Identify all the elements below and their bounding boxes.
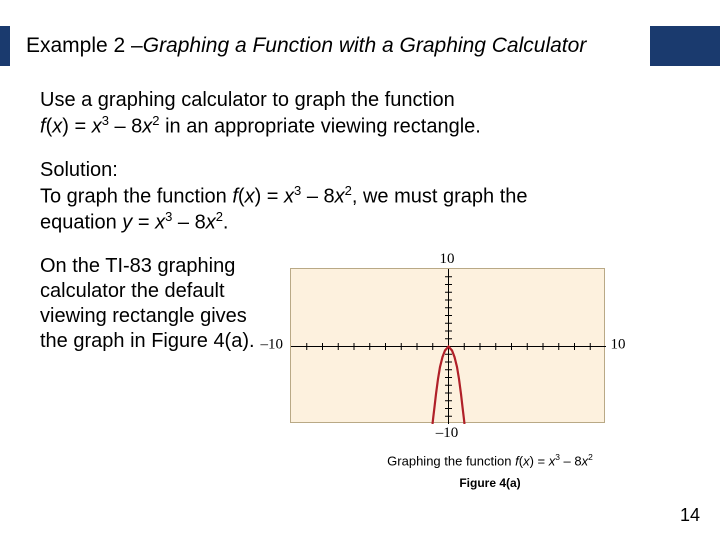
content-area: Use a graphing calculator to graph the f… — [40, 88, 680, 423]
cap-a: Graphing the function — [387, 453, 515, 468]
p2-open: ( — [238, 185, 245, 207]
axis-label-bottom: –10 — [436, 425, 459, 442]
p1-x: x — [52, 116, 62, 138]
paragraph-2: Solution: To graph the function f(x) = x… — [40, 158, 680, 236]
p2-close: ) = — [255, 185, 284, 207]
paragraph-3: On the TI-83 graphing calculator the def… — [40, 254, 270, 354]
p3-eq: = — [132, 212, 155, 234]
graph-box: 10 –10 –10 10 — [290, 268, 605, 423]
cap-close: ) = — [530, 453, 549, 468]
p1-mid: – 8 — [109, 116, 142, 138]
p2-x: x — [245, 185, 255, 207]
solution-label: Solution: — [40, 159, 118, 181]
axis-label-right: 10 — [611, 337, 626, 354]
p3-mid: – 8 — [172, 212, 205, 234]
page-number: 14 — [680, 505, 700, 526]
cap-mid: – 8 — [560, 453, 582, 468]
p1-e2: 2 — [152, 113, 159, 128]
p3-tail: . — [223, 212, 229, 234]
cap-e2: 2 — [588, 452, 593, 462]
axis-label-top: 10 — [440, 251, 455, 268]
p3-x1: x — [155, 212, 165, 234]
title-italic: Graphing a Function with a Graphing Calc… — [143, 34, 587, 58]
p2-tail: , we must graph the — [352, 185, 528, 207]
figure-label: Figure 4(a) — [320, 476, 660, 490]
p1-x1: x — [92, 116, 102, 138]
p3-y: y — [122, 212, 132, 234]
graph-caption: Graphing the function f(x) = x3 – 8x2 — [320, 452, 660, 468]
title-prefix: Example 2 – — [26, 34, 143, 58]
p3-x2: x — [206, 212, 216, 234]
p1-close: ) = — [62, 116, 91, 138]
axis-label-left: –10 — [261, 337, 284, 354]
slide-title: Example 2 – Graphing a Function with a G… — [10, 26, 650, 66]
p2-a: To graph the function — [40, 185, 232, 207]
p2-x2: x — [335, 185, 345, 207]
p1-tail: in an appropriate viewing rectangle. — [160, 116, 481, 138]
graph-svg — [291, 269, 606, 424]
p2-e2: 2 — [345, 183, 352, 198]
lower-block: On the TI-83 graphing calculator the def… — [40, 254, 680, 423]
p3-e2: 2 — [216, 209, 223, 224]
paragraph-1: Use a graphing calculator to graph the f… — [40, 88, 680, 140]
p2-x1: x — [284, 185, 294, 207]
p1-x2: x — [142, 116, 152, 138]
graph-container: 10 –10 –10 10 — [282, 254, 612, 423]
p3-a: equation — [40, 212, 122, 234]
p1-line1: Use a graphing calculator to graph the f… — [40, 89, 455, 111]
p1-e1: 3 — [102, 113, 109, 128]
p2-mid: – 8 — [301, 185, 334, 207]
